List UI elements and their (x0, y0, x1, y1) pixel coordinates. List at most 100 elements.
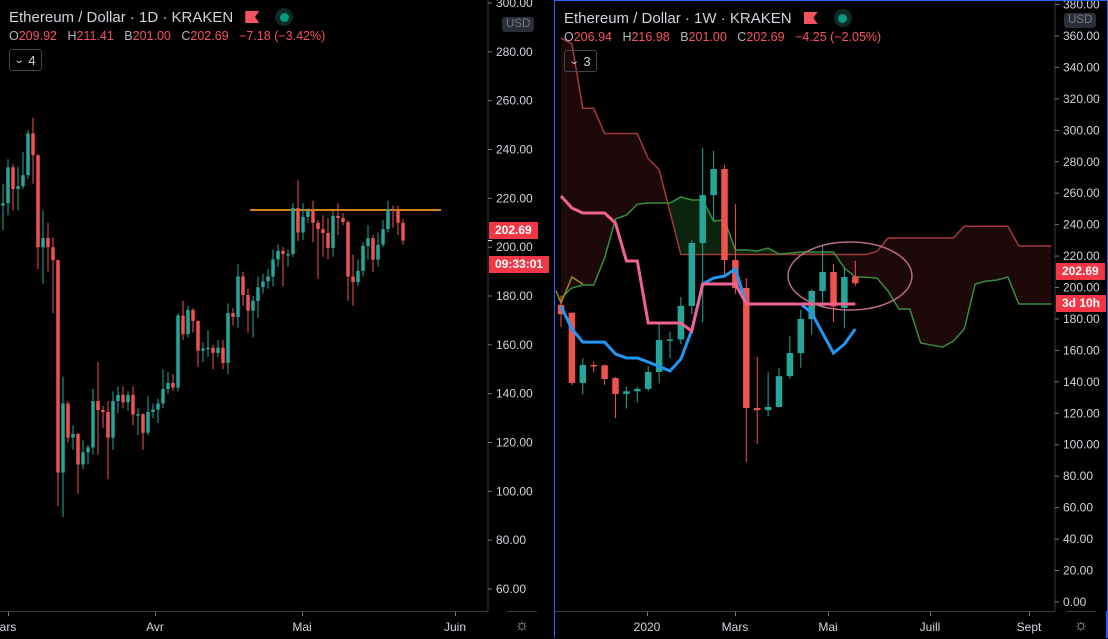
ichimoku-cloud-segment (561, 38, 572, 299)
chart-pane-daily[interactable]: 300.00 280.00 260.00 240.00 220.00 200.00 180.… (0, 0, 553, 611)
price-axis-label: 140.00 (1063, 375, 1100, 389)
chevron-down-icon: ⌄ (568, 55, 580, 67)
price-axis-label: 100.00 (1063, 438, 1100, 452)
candle-up (41, 238, 45, 248)
ichimoku-cloud-segment (648, 158, 660, 203)
candle-up (236, 276, 240, 318)
candle-up (71, 433, 75, 438)
high-key: H (67, 29, 77, 43)
candle-up (261, 281, 265, 288)
candle-down (76, 433, 80, 465)
price-axis-label: 120.00 (496, 436, 533, 450)
daily-chart-canvas[interactable]: 300.00 280.00 260.00 240.00 220.00 200.00 180.… (0, 0, 553, 611)
currency-badge[interactable]: USD (1064, 13, 1097, 28)
indicators-toggle-button[interactable]: ⌄ 4 (9, 49, 42, 71)
ichimoku-cloud-segment (637, 133, 649, 205)
candle-down (246, 295, 250, 311)
weekly-chart-canvas[interactable]: 380.00360.00340.00320.00300.00280.00260.… (555, 1, 1107, 611)
candle-down (341, 218, 345, 223)
candle-down (231, 313, 235, 318)
ellipse-annotation (787, 241, 913, 311)
settings-gear-icon[interactable]: ☼ (1066, 611, 1096, 639)
currency-badge[interactable]: USD (502, 17, 535, 32)
ichimoku-cloud-segment (888, 238, 899, 310)
price-axis-label: 360.00 (1063, 29, 1100, 43)
price-axis-label: 160.00 (496, 338, 533, 352)
candle-up (156, 403, 160, 410)
ohlc-values: O209.92 H211.41 B201.00 C202.69 −7.18 (−… (9, 29, 332, 43)
ichimoku-span-b (560, 37, 1052, 256)
candle-down (241, 276, 245, 296)
candle-up (306, 211, 310, 217)
symbol-title[interactable]: Ethereum / Dollar · 1W · KRAKEN (564, 9, 792, 27)
candle-up (271, 259, 275, 277)
ichimoku-cloud-segment (757, 248, 769, 255)
candle-down (96, 400, 100, 411)
flag-icon[interactable] (245, 11, 260, 23)
chart-pane-weekly[interactable]: 380.00 360.00 340.00 320.00 300.00 280.00 260.… (554, 0, 1108, 611)
time-axis-daily[interactable]: ars Avr Mai Juin (0, 611, 488, 639)
candle-up (201, 348, 205, 351)
ichimoku-cloud-segment (953, 226, 965, 341)
candle-up (764, 406, 772, 411)
candle-up (376, 244, 380, 260)
candle-down (171, 382, 175, 388)
ichimoku-cloud-segment (866, 251, 878, 279)
price-axis-label: 300.00 (1063, 123, 1100, 137)
candle-up (634, 388, 641, 392)
time-label: Sept (1016, 620, 1042, 634)
candle-up (366, 238, 370, 246)
indicators-toggle-button[interactable]: ⌄ 3 (564, 50, 597, 72)
open-value: 209.92 (18, 29, 57, 43)
candle-up (216, 347, 220, 353)
ichimoku-conversion-line (559, 266, 857, 373)
flag-icon[interactable] (803, 12, 818, 24)
low-key: B (124, 29, 133, 43)
candle-up (16, 186, 20, 190)
candle-down (852, 276, 859, 284)
candle-down (721, 168, 728, 261)
candle-up (256, 287, 260, 301)
ichimoku-cloud-segment (855, 254, 867, 278)
candle-down (601, 365, 608, 380)
candle-down (211, 347, 215, 353)
ichimoku-cloud-segment (997, 226, 1008, 280)
candle-down (391, 209, 395, 211)
price-axis-label: 140.00 (496, 387, 533, 401)
candle-up (381, 229, 385, 245)
ichimoku-cloud-segment (680, 196, 692, 255)
ichimoku-cloud-segment (735, 249, 747, 255)
candle-up (206, 347, 210, 350)
ichimoku-cloud-segment (593, 108, 605, 286)
price-axis-label: 220.00 (1063, 249, 1100, 263)
price-axis-label: 380.00 (1063, 1, 1100, 12)
ichimoku-base-line (559, 195, 856, 334)
price-axis-label: 300.00 (496, 0, 533, 10)
bar-countdown-label: 3d 10h (1056, 295, 1107, 312)
candle-down (66, 403, 70, 438)
close-value: 202.69 (190, 29, 229, 43)
candle-down (830, 271, 837, 307)
ichimoku-cloud-segment (1018, 246, 1030, 305)
legend-weekly: Ethereum / Dollar · 1W · KRAKEN O206.94 … (564, 7, 888, 72)
time-label: 2020 (633, 620, 661, 634)
indicator-count: 4 (28, 52, 36, 68)
candle-up (699, 195, 706, 244)
ichimoku-cloud-segment (931, 238, 943, 348)
candle-up (579, 365, 587, 383)
time-label: Mai (818, 620, 838, 634)
candle-up (161, 389, 165, 404)
candle-down (590, 365, 597, 367)
candle-up (356, 270, 360, 283)
symbol-title[interactable]: Ethereum / Dollar · 1D · KRAKEN (9, 8, 234, 26)
ichimoku-cloud-segment (844, 254, 856, 277)
settings-gear-icon[interactable]: ☼ (507, 611, 537, 639)
time-axis-weekly[interactable]: 2020 Mars Mai Juill Sept (555, 611, 1055, 639)
candle-down (401, 222, 405, 241)
candle-up (301, 216, 305, 233)
chevron-down-icon: ⌄ (13, 54, 25, 66)
ohlc-values: O206.94 H216.98 B201.00 C202.69 −4.25 (−… (564, 30, 888, 44)
time-label: Juin (443, 620, 467, 634)
ichimoku-cloud-segment (986, 226, 997, 282)
candle-up (6, 167, 10, 204)
